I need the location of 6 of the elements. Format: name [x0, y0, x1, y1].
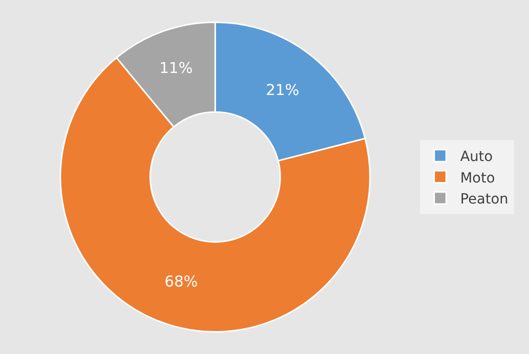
data-label: 68%	[164, 272, 198, 291]
data-label: 11%	[159, 59, 193, 78]
legend-label: Auto	[460, 149, 493, 166]
legend-label: Moto	[460, 170, 495, 186]
legend-label: Peaton	[460, 191, 508, 208]
data-label: 21%	[266, 81, 300, 100]
